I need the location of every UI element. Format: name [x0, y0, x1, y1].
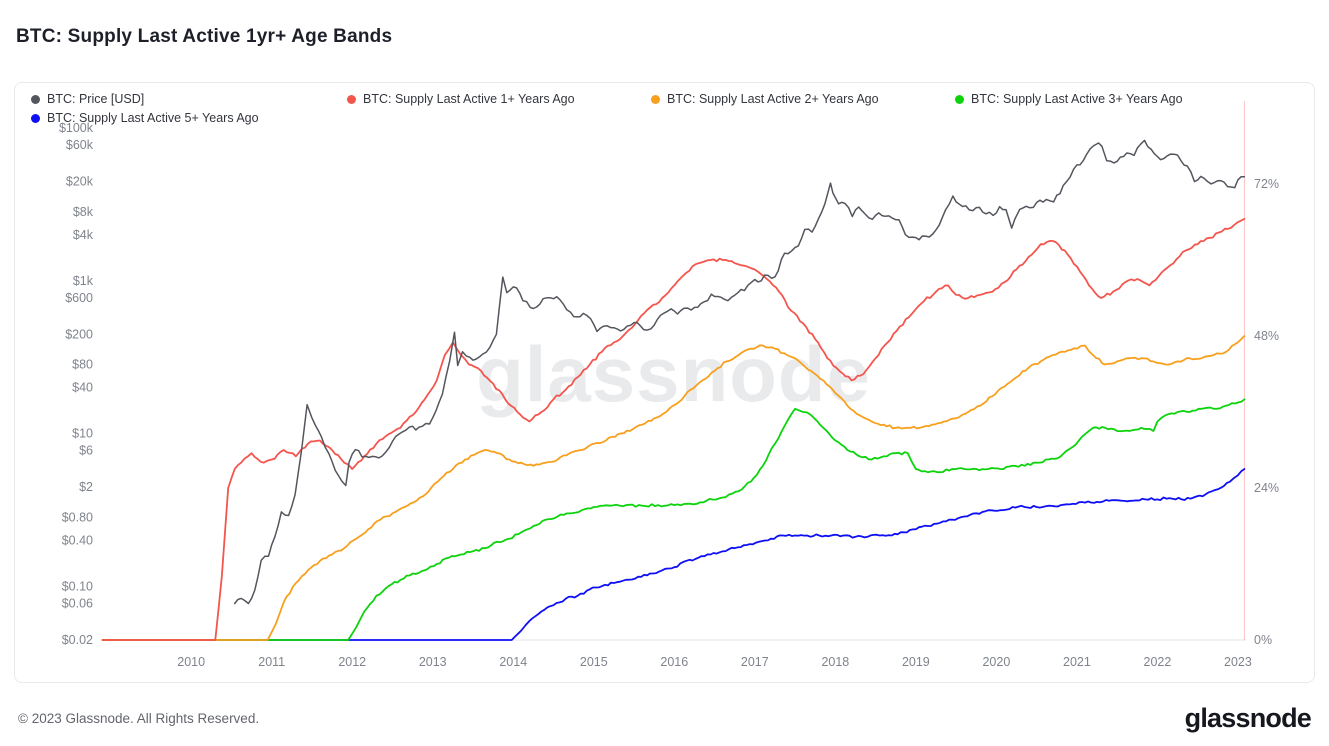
page-footer: © 2023 Glassnode. All Rights Reserved. g… — [0, 683, 1329, 734]
left-axis-tick-label: $0.80 — [62, 511, 93, 525]
left-axis-tick-label: $1k — [73, 274, 94, 288]
supply-3y-legend-dot-icon — [955, 94, 964, 104]
x-axis-tick-label: 2020 — [982, 655, 1010, 669]
left-axis-tick-label: $60k — [66, 138, 94, 152]
x-axis-tick-label: 2021 — [1063, 655, 1091, 669]
legend-item-supply-1y[interactable]: BTC: Supply Last Active 1+ Years Ago — [347, 90, 623, 108]
left-axis-tick-label: $0.02 — [62, 633, 93, 647]
x-axis-tick-label: 2017 — [741, 655, 769, 669]
legend-item-label: BTC: Supply Last Active 2+ Years Ago — [667, 92, 879, 106]
left-axis-tick-label: $80 — [72, 358, 93, 372]
price-legend-dot-icon — [31, 94, 40, 104]
supply-3y-series-line — [101, 398, 1246, 641]
supply-5y-series-line — [101, 468, 1246, 641]
supply-2y-series-line — [101, 335, 1246, 641]
left-axis-tick-label: $8k — [73, 205, 94, 219]
copyright-text: © 2023 Glassnode. All Rights Reserved. — [18, 711, 260, 726]
left-axis-tick-label: $600 — [65, 291, 93, 305]
left-axis-tick-label: $100k — [59, 121, 94, 135]
left-axis-tick-label: $4k — [73, 228, 94, 242]
left-axis-tick-label: $10 — [72, 427, 93, 441]
legend-item-label: BTC: Supply Last Active 1+ Years Ago — [363, 92, 575, 106]
left-axis-tick-label: $0.10 — [62, 580, 93, 594]
supply-1y-legend-dot-icon — [347, 94, 356, 104]
legend-item-label: BTC: Supply Last Active 3+ Years Ago — [971, 92, 1183, 106]
x-axis-tick-label: 2023 — [1224, 655, 1252, 669]
x-axis-tick-label: 2016 — [660, 655, 688, 669]
left-axis-tick-label: $0.40 — [62, 534, 93, 548]
right-axis-tick-label: 0% — [1254, 633, 1272, 647]
x-axis-tick-label: 2010 — [177, 655, 205, 669]
glassnode-watermark: glassnode — [476, 330, 871, 418]
x-axis-tick-label: 2018 — [821, 655, 849, 669]
x-axis-tick-label: 2014 — [499, 655, 527, 669]
legend-item-price[interactable]: BTC: Price [USD] — [31, 90, 319, 108]
left-axis-tick-label: $40 — [72, 381, 93, 395]
legend-item-supply-2y[interactable]: BTC: Supply Last Active 2+ Years Ago — [651, 90, 927, 108]
legend-item-label: BTC: Price [USD] — [47, 92, 145, 106]
glassnode-wordmark-logo: glassnode — [1184, 703, 1312, 733]
price-series-line — [233, 139, 1246, 605]
left-axis-tick-label: $0.06 — [62, 597, 93, 611]
supply-5y-legend-dot-icon — [31, 113, 40, 123]
right-axis-tick-label: 72% — [1254, 177, 1279, 191]
left-axis-tick-label: $6 — [79, 444, 93, 458]
x-axis-tick-label: 2019 — [902, 655, 930, 669]
x-axis-tick-label: 2015 — [580, 655, 608, 669]
left-axis-tick-label: $20k — [66, 174, 94, 188]
legend-item-label: BTC: Supply Last Active 5+ Years Ago — [47, 111, 259, 125]
right-axis-tick-label: 48% — [1254, 329, 1279, 343]
legend-item-supply-3y[interactable]: BTC: Supply Last Active 3+ Years Ago — [955, 90, 1231, 108]
x-axis-tick-label: 2013 — [419, 655, 447, 669]
x-axis-tick-label: 2022 — [1144, 655, 1172, 669]
supply-2y-legend-dot-icon — [651, 94, 660, 104]
legend-item-supply-5y[interactable]: BTC: Supply Last Active 5+ Years Ago — [31, 109, 307, 127]
left-axis-tick-label: $2 — [79, 480, 93, 494]
left-axis-tick-label: $200 — [65, 327, 93, 341]
supply-1y-series-line — [101, 217, 1246, 641]
chart-canvas[interactable]: glassnode $100k $60k $20k $8k $4k $1k $600 $200 $… — [15, 83, 1314, 682]
x-axis-tick-label: 2012 — [338, 655, 366, 669]
chart-card: glassnode $100k $60k $20k $8k $4k $1k $600 $200 $… — [14, 82, 1315, 683]
page-header: BTC: Supply Last Active 1yr+ Age Bands — [0, 0, 1329, 48]
legend: BTC: Price [USD] BTC: Supply Last Active … — [15, 83, 1314, 127]
right-axis-tick-label: 24% — [1254, 481, 1279, 495]
x-axis-tick-label: 2011 — [258, 655, 285, 669]
page-title: BTC: Supply Last Active 1yr+ Age Bands — [16, 26, 393, 47]
